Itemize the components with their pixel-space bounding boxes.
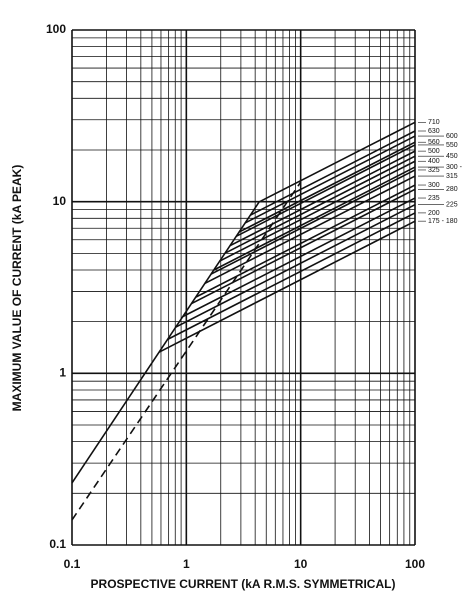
series-line (244, 135, 416, 224)
y-tick-label: 0.1 (49, 537, 66, 551)
series-line (204, 175, 416, 285)
series-label: 300 - 355 (446, 164, 463, 171)
series-label: 325 (428, 167, 440, 174)
series-label: 280 (446, 186, 458, 193)
series-line (158, 220, 416, 353)
series-label: 175 - 180 (428, 218, 458, 225)
series-label: 500 (428, 148, 440, 155)
x-axis-title: PROSPECTIVE CURRENT (kA R.M.S. SYMMETRIC… (91, 577, 396, 591)
series-line (191, 188, 416, 305)
series-label: 225 (446, 202, 458, 209)
y-axis-title: MAXIMUM VALUE OF CURRENT (kA PEAK) (10, 165, 24, 412)
x-tick-label: 10 (294, 557, 308, 571)
series-label: 300 (428, 182, 440, 189)
x-tick-label: 0.1 (64, 557, 81, 571)
series-label: 235 (428, 195, 440, 202)
series-line (249, 130, 416, 216)
series-label: 600 (446, 133, 458, 140)
x-tick-label: 100 (405, 557, 425, 571)
series-line (175, 203, 416, 328)
series-line (235, 144, 416, 238)
series-label: 560 (428, 139, 440, 146)
series-line (219, 160, 416, 262)
series-label: 630 (428, 128, 440, 135)
series-line (210, 169, 416, 275)
series-line (213, 166, 416, 271)
series-line (238, 141, 416, 233)
series-label: 200 (428, 210, 440, 217)
y-tick-label: 10 (53, 194, 67, 208)
series-line (71, 201, 260, 484)
series-label: 315 (446, 173, 458, 180)
series-line (258, 121, 416, 203)
series-label: 450 (446, 153, 458, 160)
series-label: 400 (428, 158, 440, 165)
y-tick-label: 1 (59, 366, 66, 380)
series-label: 550 (446, 142, 458, 149)
series-line (224, 155, 416, 254)
series-line (195, 184, 416, 298)
series-label: 710 (428, 119, 440, 126)
y-tick-label: 100 (46, 22, 66, 36)
series-line (182, 197, 416, 318)
series-line (167, 212, 416, 340)
series-line (229, 150, 416, 247)
x-tick-label: 1 (183, 557, 190, 571)
